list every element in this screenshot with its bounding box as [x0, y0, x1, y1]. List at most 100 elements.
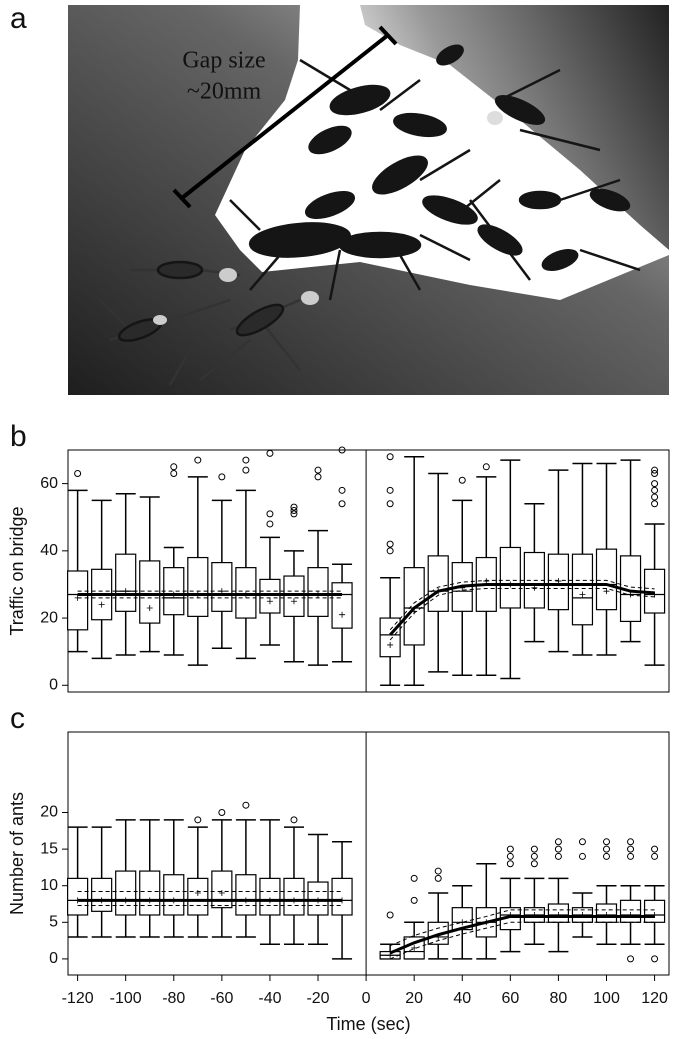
panel-label: b	[10, 420, 27, 453]
outlier	[386, 547, 394, 555]
annotation: Gap size	[182, 48, 265, 74]
outlier	[651, 852, 659, 860]
ground-right	[360, 5, 669, 250]
mean	[146, 604, 153, 611]
outlier	[386, 486, 394, 494]
outlier	[554, 845, 562, 853]
outlier	[602, 852, 610, 860]
outlier	[651, 845, 659, 853]
box	[163, 874, 185, 916]
box	[67, 877, 89, 916]
box	[235, 874, 257, 916]
outlier	[434, 874, 442, 882]
outlier	[651, 500, 659, 508]
y-axis-label: Number of ants	[7, 792, 27, 915]
x-tick-label: 80	[550, 990, 568, 1007]
outlier	[410, 874, 418, 882]
x-tick-label: 0	[362, 990, 371, 1007]
outlier	[314, 473, 322, 481]
outlier	[266, 520, 274, 528]
box	[595, 548, 618, 611]
outlier	[242, 456, 250, 464]
y-tick-label: 0	[49, 676, 58, 693]
outlier	[290, 507, 298, 514]
outlier	[651, 486, 659, 494]
outlier	[170, 463, 178, 471]
x-tick-label: 120	[641, 990, 668, 1007]
y-tick-label: 10	[40, 877, 58, 894]
box	[331, 582, 353, 629]
outlier	[410, 896, 418, 904]
mean	[98, 601, 105, 608]
outlier	[338, 500, 346, 508]
box	[379, 617, 401, 658]
outlier	[482, 463, 490, 471]
outlier	[242, 801, 250, 809]
ci-line	[77, 904, 655, 960]
outlier	[506, 860, 514, 868]
box	[139, 870, 161, 916]
mean	[266, 598, 273, 605]
x-tick-label: -20	[306, 990, 329, 1007]
mean	[387, 641, 394, 648]
outlier	[627, 955, 635, 963]
x-tick-label: -60	[210, 990, 233, 1007]
y-tick-label: 60	[40, 475, 58, 492]
annotation: ~20mm	[187, 79, 262, 105]
box	[211, 561, 233, 612]
outlier	[458, 476, 466, 484]
outlier	[651, 480, 659, 488]
y-tick-label: 20	[40, 804, 58, 821]
box	[283, 877, 305, 916]
outlier	[386, 500, 394, 508]
outlier	[627, 838, 635, 846]
box	[187, 877, 209, 916]
outlier	[506, 852, 514, 860]
outlier	[651, 470, 659, 478]
box	[163, 567, 185, 616]
mean	[387, 952, 394, 959]
outlier	[266, 510, 274, 518]
outlier	[74, 470, 82, 478]
ground-left	[68, 5, 669, 395]
box	[571, 553, 594, 626]
outlier	[530, 845, 538, 853]
x-tick-label: -40	[258, 990, 281, 1007]
outlier	[386, 911, 394, 919]
mean	[339, 611, 346, 618]
box	[139, 560, 161, 624]
box	[259, 877, 281, 916]
x-axis-label: Time (sec)	[326, 1014, 410, 1034]
outlier	[506, 845, 514, 853]
y-tick-label: 20	[40, 609, 58, 626]
outlier	[386, 540, 394, 548]
y-tick-label: 40	[40, 542, 58, 559]
outlier	[627, 852, 635, 860]
fit-line	[77, 898, 655, 955]
outlier	[530, 860, 538, 868]
ants	[99, 44, 641, 386]
outlier	[338, 486, 346, 494]
box	[283, 575, 305, 617]
y-tick-label: 15	[40, 840, 58, 857]
outlier	[530, 852, 538, 860]
mean	[579, 591, 586, 598]
outlier	[218, 473, 226, 481]
mean	[218, 890, 225, 897]
y-tick-label: 0	[49, 950, 58, 967]
outlier	[290, 510, 298, 518]
box	[211, 870, 233, 909]
box	[115, 870, 137, 916]
box	[259, 578, 281, 614]
x-tick-label: -120	[62, 990, 94, 1007]
outlier	[602, 845, 610, 853]
outlier	[602, 838, 610, 846]
outlier	[554, 852, 562, 860]
mean	[603, 588, 610, 595]
ci-line	[77, 891, 655, 947]
outlier	[290, 816, 298, 824]
outlier	[386, 453, 394, 461]
x-tick-label: 100	[593, 990, 620, 1007]
x-tick-label: -80	[162, 990, 185, 1007]
ci-line	[77, 587, 655, 641]
